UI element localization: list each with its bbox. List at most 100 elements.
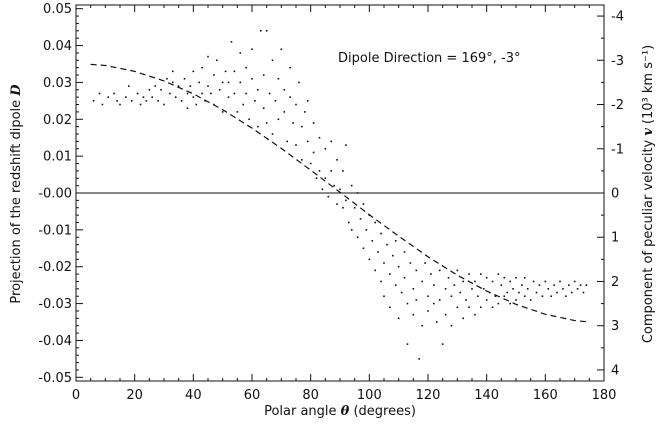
data-point	[380, 232, 382, 235]
data-point	[324, 177, 327, 180]
data-point	[570, 291, 573, 294]
data-point	[260, 30, 262, 32]
data-point	[444, 288, 447, 290]
data-point	[268, 92, 271, 95]
data-point	[233, 70, 236, 73]
data-point	[447, 276, 450, 279]
data-point	[427, 295, 429, 298]
x-tick-label: 160	[533, 388, 558, 403]
data-point	[441, 343, 444, 345]
data-point	[245, 92, 247, 95]
x-axis-title: Polar angle θ (degrees)	[264, 404, 416, 419]
data-point	[113, 92, 115, 95]
data-point	[585, 284, 588, 286]
data-point	[515, 299, 517, 301]
data-point	[468, 273, 470, 275]
data-point	[292, 122, 294, 124]
data-point	[406, 343, 409, 345]
data-point	[368, 258, 371, 261]
data-point	[438, 299, 441, 301]
data-point	[116, 100, 118, 102]
data-point	[298, 81, 300, 84]
data-point	[348, 221, 350, 224]
data-point	[488, 291, 491, 294]
data-point	[195, 103, 198, 106]
data-point	[485, 276, 488, 279]
data-point	[359, 218, 362, 220]
data-point	[207, 55, 209, 58]
data-point	[521, 284, 523, 286]
y2-tick-label: -3	[611, 54, 624, 69]
y2-axis-title-symbol: v	[641, 128, 656, 136]
data-point	[512, 288, 514, 290]
data-point	[418, 358, 420, 360]
data-point	[430, 273, 432, 275]
data-point	[265, 122, 268, 124]
model-curve-group	[90, 63, 590, 323]
data-point	[573, 280, 576, 283]
data-point	[503, 295, 506, 298]
data-point	[330, 170, 332, 172]
data-point	[462, 317, 464, 320]
data-point	[301, 159, 303, 161]
y2-tick-label: -1	[611, 142, 624, 157]
y-axis-title: Projection of the redshift dipole D	[9, 84, 24, 304]
data-point	[289, 66, 291, 69]
data-point	[277, 118, 280, 121]
data-point	[497, 273, 500, 275]
x-tick-label: 80	[302, 388, 319, 403]
data-point	[365, 229, 368, 231]
data-point	[301, 125, 303, 128]
y2-axis-title: Component of peculiar velocity v (10³ km …	[641, 45, 656, 343]
data-point	[227, 81, 230, 84]
data-point	[353, 206, 356, 209]
data-point	[515, 276, 517, 279]
data-point	[485, 299, 488, 301]
data-point	[368, 214, 371, 216]
data-point	[342, 206, 344, 209]
data-point	[210, 92, 212, 95]
data-point	[482, 288, 485, 290]
data-point	[362, 247, 365, 250]
data-point	[169, 92, 171, 95]
data-point	[183, 77, 186, 80]
data-point	[568, 284, 570, 286]
data-point	[304, 111, 306, 113]
data-point	[386, 243, 388, 246]
data-point	[562, 288, 564, 290]
data-point	[403, 251, 406, 253]
data-point	[327, 195, 330, 198]
data-point	[559, 280, 561, 283]
data-point	[289, 96, 291, 98]
data-point	[556, 291, 558, 294]
y-tick-label: -0.05	[38, 371, 72, 386]
data-point	[251, 48, 253, 51]
data-point	[136, 92, 139, 95]
data-point	[262, 74, 265, 76]
y-tick-label: -0.01	[38, 223, 72, 238]
data-point	[500, 284, 503, 286]
data-point	[474, 313, 476, 316]
data-point	[128, 85, 130, 87]
data-point	[433, 302, 435, 305]
data-point	[192, 96, 195, 98]
data-point	[424, 262, 426, 264]
y-tick-label: -0.03	[38, 297, 72, 312]
data-point	[582, 291, 585, 294]
data-point	[392, 254, 394, 257]
data-point	[295, 144, 297, 146]
data-point	[412, 288, 415, 290]
data-point	[125, 96, 127, 98]
data-point	[271, 59, 274, 62]
data-point	[177, 85, 180, 87]
data-point	[201, 92, 203, 95]
data-point	[565, 295, 567, 298]
data-point	[506, 291, 508, 294]
data-point	[186, 92, 189, 95]
model-curve-dashed	[90, 63, 590, 323]
data-point	[324, 147, 327, 150]
data-point	[315, 177, 318, 180]
data-point	[474, 280, 476, 283]
data-point	[172, 70, 174, 73]
